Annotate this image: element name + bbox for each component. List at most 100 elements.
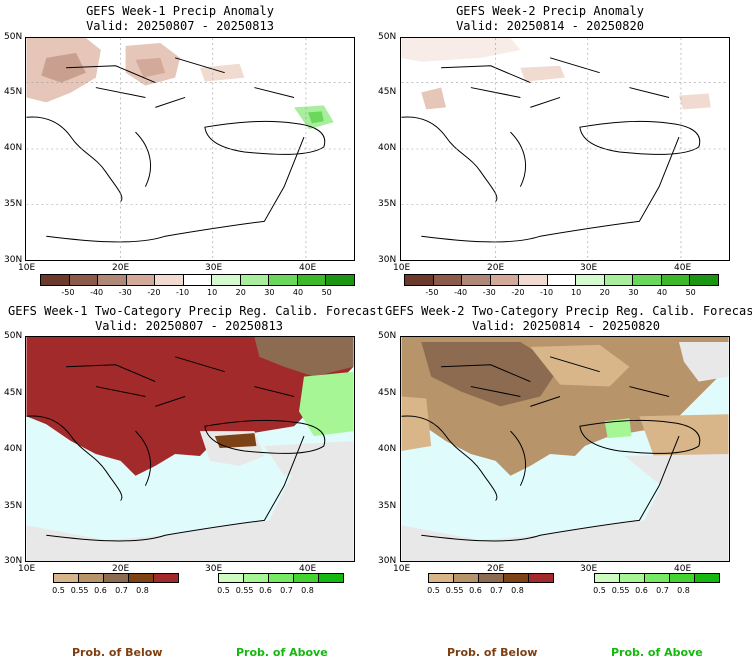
colorbar-label: 50 <box>321 288 332 297</box>
map-week1-anomaly-svg <box>26 38 354 260</box>
colorbar-swatch <box>240 275 270 285</box>
colorbar-label: 40 <box>292 288 304 297</box>
prob-below-label: Prob. of Below <box>72 646 163 659</box>
colorbar-label: 0.55 <box>70 586 89 595</box>
lat-label-50n: 50N <box>378 331 397 341</box>
below-colorbar <box>428 573 554 583</box>
map-week2-probability-svg <box>401 337 729 561</box>
colorbar-label: 30 <box>264 288 275 297</box>
lat-label-35n: 35N <box>4 199 23 209</box>
lat-label-30n: 30N <box>4 255 23 265</box>
lon-label-10e: 10E <box>18 564 36 574</box>
lat-label-50n: 50N <box>378 32 397 42</box>
lat-label-30n: 30N <box>378 255 397 265</box>
colorbar-label: 0.7 <box>280 586 293 595</box>
lat-label-30n: 30N <box>378 556 397 566</box>
lon-label-30e: 30E <box>580 263 598 273</box>
lat-label-45n: 45N <box>4 87 23 97</box>
map-week2-probability <box>400 336 730 562</box>
lon-label-20e: 20E <box>487 263 505 273</box>
colorbar-label: 0.55 <box>235 586 254 595</box>
panel-2-title: GEFS Week-2 Precip Anomaly <box>456 4 644 18</box>
colorbar-label: -10 <box>175 288 190 297</box>
colorbar-swatch <box>319 574 343 582</box>
anomaly-colorbar <box>404 274 719 286</box>
map-week2-anomaly-svg <box>401 38 729 260</box>
colorbar-label: 0.8 <box>136 586 149 595</box>
colorbar-swatch <box>504 574 529 582</box>
colorbar-swatch <box>633 275 662 285</box>
lat-label-35n: 35N <box>4 501 23 511</box>
colorbar-label: 0.5 <box>427 586 440 595</box>
colorbar-label: 0.6 <box>94 586 107 595</box>
below-colorbar <box>53 573 179 583</box>
colorbar-label: -50 <box>425 288 439 297</box>
panel-3-title: GEFS Week-1 Two-Category Precip Reg. Cal… <box>8 304 384 318</box>
lon-label-40e: 40E <box>299 564 317 574</box>
coastline <box>401 356 701 542</box>
lon-label-40e: 40E <box>299 263 317 273</box>
prob-above-label: Prob. of Above <box>236 646 328 659</box>
colorbar-label: 20 <box>235 288 246 297</box>
colorbar-label: -40 <box>454 288 468 297</box>
map-week1-probability <box>25 336 355 562</box>
coastline <box>26 356 326 542</box>
colorbar-swatch <box>645 574 670 582</box>
lat-label-50n: 50N <box>4 331 23 341</box>
colorbar-label: 0.6 <box>469 586 482 595</box>
colorbar-label: -40 <box>90 288 104 297</box>
colorbar-swatch <box>126 275 156 285</box>
lat-label-40n: 40N <box>378 143 397 153</box>
colorbar-label: 0.8 <box>511 586 524 595</box>
colorbar-swatch <box>547 275 577 285</box>
colorbar-label: 10 <box>571 288 582 297</box>
coastline <box>401 57 701 243</box>
map-week2-anomaly <box>400 37 730 261</box>
panel-4-valid: Valid: 20250814 - 20250820 <box>472 319 660 333</box>
colorbar-label: 0.5 <box>217 586 230 595</box>
panel-4-title: GEFS Week-2 Two-Category Precip Reg. Cal… <box>385 304 752 318</box>
colorbar-swatch <box>604 275 634 285</box>
colorbar-swatch <box>183 275 213 285</box>
colorbar-label: 0.7 <box>656 586 669 595</box>
lon-label-30e: 30E <box>205 263 223 273</box>
colorbar-swatch <box>576 275 605 285</box>
lon-label-30e: 30E <box>205 564 223 574</box>
colorbar-swatch <box>490 275 520 285</box>
colorbar-label: 0.55 <box>611 586 630 595</box>
colorbar-label: -50 <box>61 288 75 297</box>
colorbar-swatch <box>529 574 553 582</box>
colorbar-swatch <box>429 574 454 582</box>
colorbar-label: 0.7 <box>490 586 503 595</box>
colorbar-swatch <box>620 574 645 582</box>
gridlines <box>401 38 729 260</box>
colorbar-label: -10 <box>539 288 554 297</box>
colorbar-label: 0.7 <box>115 586 128 595</box>
lat-label-45n: 45N <box>4 388 23 398</box>
colorbar-swatch <box>433 275 463 285</box>
coastline <box>26 57 326 243</box>
panel-1-valid: Valid: 20250807 - 20250813 <box>86 19 274 33</box>
anomaly-colorbar <box>40 274 355 286</box>
lat-label-30n: 30N <box>4 556 23 566</box>
map-week1-probability-svg <box>26 337 354 561</box>
colorbar-swatch <box>454 574 479 582</box>
colorbar-swatch <box>297 275 327 285</box>
colorbar-swatch <box>69 275 99 285</box>
colorbar-swatch <box>54 574 79 582</box>
colorbar-label: 0.8 <box>301 586 314 595</box>
lat-label-35n: 35N <box>378 501 397 511</box>
lat-label-35n: 35N <box>378 199 397 209</box>
colorbar-label: 0.5 <box>593 586 606 595</box>
colorbar-swatch <box>519 275 548 285</box>
lon-label-20e: 20E <box>487 564 505 574</box>
colorbar-label: 0.6 <box>259 586 272 595</box>
lon-label-20e: 20E <box>112 263 130 273</box>
prob-above-label: Prob. of Above <box>611 646 703 659</box>
above-colorbar <box>594 573 720 583</box>
colorbar-label: 0.5 <box>52 586 65 595</box>
colorbar-swatch <box>479 574 504 582</box>
lat-label-50n: 50N <box>4 32 23 42</box>
colorbar-swatch <box>154 574 178 582</box>
colorbar-swatch <box>104 574 129 582</box>
